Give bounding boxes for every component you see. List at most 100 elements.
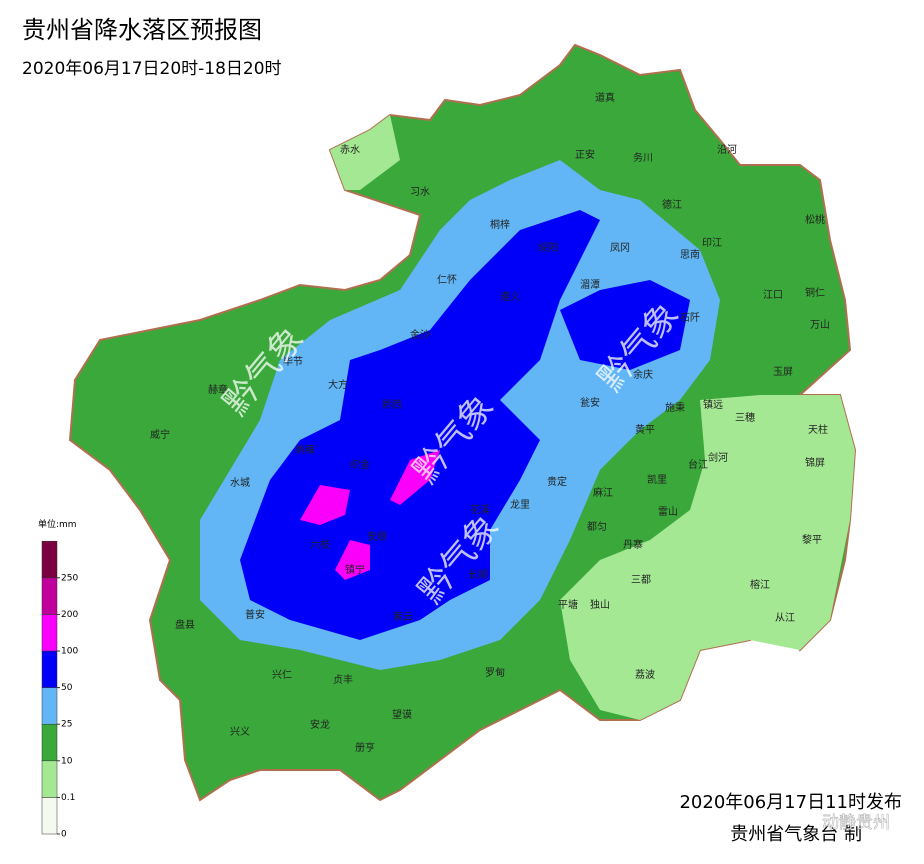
county-label: 沿河 bbox=[717, 144, 737, 156]
county-label: 三穗 bbox=[735, 411, 755, 424]
county-label: 施秉 bbox=[665, 401, 685, 414]
county-label: 纳雍 bbox=[295, 443, 315, 456]
county-label: 平塘 bbox=[558, 598, 578, 611]
county-label: 望谟 bbox=[392, 708, 412, 721]
legend-swatch bbox=[41, 687, 58, 725]
legend-tick-label: 250 bbox=[61, 573, 78, 583]
county-label: 务川 bbox=[633, 151, 653, 164]
county-label: 石阡 bbox=[680, 312, 700, 324]
zone-magenta bbox=[300, 485, 350, 525]
county-label: 从江 bbox=[775, 612, 795, 624]
legend-tick-label: 0 bbox=[61, 830, 67, 840]
county-label: 安龙 bbox=[310, 718, 330, 731]
title: 贵州省降水落区预报图 bbox=[22, 16, 262, 44]
county-label: 习水 bbox=[410, 186, 430, 198]
zone-light-green bbox=[330, 115, 400, 190]
county-label: 凤冈 bbox=[610, 242, 630, 254]
legend-swatch bbox=[41, 760, 58, 798]
legend: 0 0.1 10 25 50 100 200 250 bbox=[41, 540, 78, 840]
county-label: 麻江 bbox=[593, 486, 613, 499]
logo-watermark: 动静贵州 bbox=[822, 813, 890, 833]
county-label: 瓮安 bbox=[580, 396, 600, 409]
county-label: 道真 bbox=[595, 91, 615, 104]
zone-light-green bbox=[560, 395, 855, 720]
county-label: 镇远 bbox=[703, 398, 723, 411]
county-label: 罗甸 bbox=[485, 666, 505, 679]
county-label: 桐梓 bbox=[490, 218, 510, 231]
county-label: 锦屏 bbox=[805, 456, 825, 469]
county-label: 水城 bbox=[230, 477, 250, 489]
county-label: 思南 bbox=[680, 248, 700, 261]
legend-swatch bbox=[41, 577, 58, 615]
county-label: 威宁 bbox=[150, 428, 170, 441]
legend-tick-label: 0.1 bbox=[61, 793, 75, 803]
county-label: 绥阳 bbox=[538, 242, 558, 254]
county-label: 江口 bbox=[763, 289, 783, 301]
subtitle: 2020年06月17日20时-18日20时 bbox=[22, 59, 282, 79]
county-label: 仁怀 bbox=[437, 274, 457, 286]
county-label: 雷山 bbox=[658, 506, 678, 518]
issued-time: 2020年06月17日11时发布 bbox=[679, 792, 902, 813]
county-label: 金沙 bbox=[410, 328, 430, 341]
county-label: 镇宁 bbox=[345, 563, 365, 576]
zone-blue bbox=[560, 280, 690, 370]
county-label: 黔西 bbox=[382, 398, 402, 411]
county-label: 赫章 bbox=[208, 383, 228, 396]
county-label: 普安 bbox=[245, 608, 265, 621]
county-label: 贞丰 bbox=[333, 673, 353, 686]
legend-swatch bbox=[41, 540, 58, 579]
county-label: 织金 bbox=[350, 458, 370, 471]
county-label: 黎平 bbox=[802, 533, 822, 546]
county-label: 大方 bbox=[328, 378, 348, 391]
legend-tick-label: 100 bbox=[61, 647, 78, 657]
legend-swatch bbox=[41, 723, 58, 762]
county-label: 台江 bbox=[688, 458, 708, 471]
legend-unit: 单位:mm bbox=[38, 518, 77, 530]
county-label: 黄平 bbox=[635, 423, 655, 436]
county-label: 三都 bbox=[631, 574, 651, 586]
agency: 贵州省气象台 制 bbox=[730, 824, 862, 845]
county-label: 紫云 bbox=[393, 611, 413, 623]
county-label: 盘县 bbox=[175, 618, 195, 631]
county-label: 玉屏 bbox=[773, 366, 793, 378]
county-label: 德江 bbox=[662, 198, 682, 211]
county-label: 丹寨 bbox=[623, 538, 643, 551]
county-label: 毕节 bbox=[283, 355, 303, 368]
county-label: 贵定 bbox=[547, 475, 567, 488]
county-label: 湄潭 bbox=[580, 279, 600, 291]
legend-tick-label: 200 bbox=[61, 610, 78, 620]
legend-swatch bbox=[41, 614, 58, 652]
county-label: 兴仁 bbox=[272, 669, 292, 681]
legend-tick-label: 25 bbox=[61, 720, 72, 730]
county-label: 松桃 bbox=[805, 213, 825, 226]
county-label: 凯里 bbox=[647, 473, 667, 486]
legend-tick-label: 10 bbox=[61, 756, 73, 766]
legend-tick-label: 50 bbox=[61, 683, 73, 693]
county-label: 荔波 bbox=[635, 668, 655, 681]
county-label: 赤水 bbox=[340, 144, 360, 156]
county-label: 铜仁 bbox=[805, 287, 825, 299]
county-label: 长顺 bbox=[468, 569, 488, 581]
zone-magenta bbox=[335, 540, 370, 580]
county-label: 天柱 bbox=[808, 423, 828, 436]
county-label: 都匀 bbox=[587, 521, 607, 533]
county-label: 六枝 bbox=[310, 538, 330, 551]
county-label: 兴义 bbox=[230, 726, 250, 738]
county-label: 花溪 bbox=[470, 503, 490, 516]
county-label: 剑河 bbox=[708, 451, 728, 464]
zone-magenta bbox=[390, 450, 440, 505]
county-label: 印江 bbox=[702, 237, 722, 249]
county-label: 独山 bbox=[590, 598, 610, 611]
county-label: 安顺 bbox=[367, 530, 387, 543]
legend-swatch bbox=[41, 650, 58, 688]
legend-swatch bbox=[41, 797, 58, 835]
county-label: 龙里 bbox=[510, 498, 530, 511]
zone-blue bbox=[240, 210, 600, 640]
county-label: 正安 bbox=[575, 148, 595, 161]
county-label: 榕江 bbox=[750, 578, 770, 591]
county-label: 余庆 bbox=[633, 368, 653, 381]
county-label: 遵义 bbox=[500, 290, 520, 303]
county-label: 万山 bbox=[810, 319, 830, 331]
